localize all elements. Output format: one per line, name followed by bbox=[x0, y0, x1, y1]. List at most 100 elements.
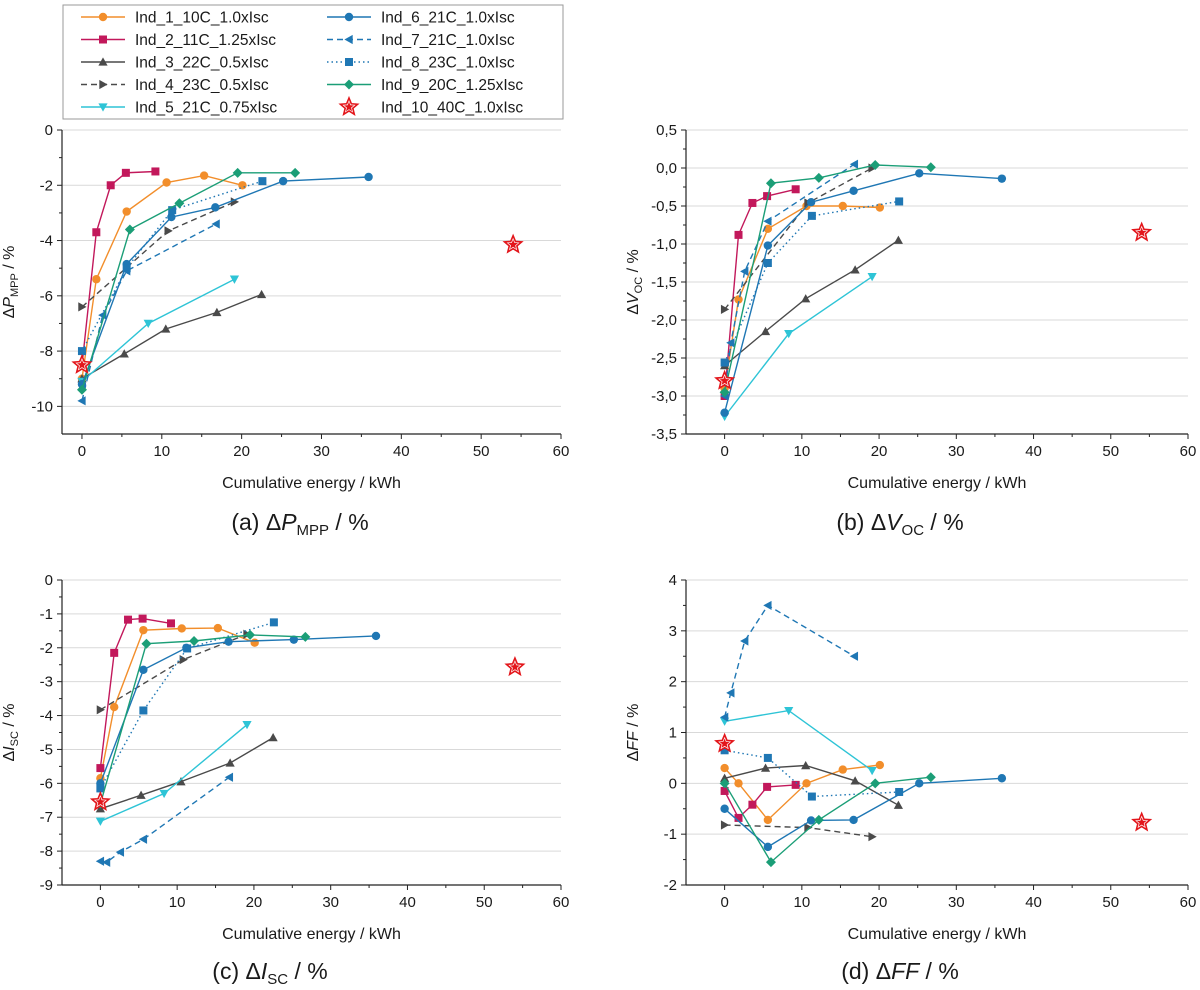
data-point-ind5 bbox=[867, 766, 877, 776]
data-point-ind9 bbox=[124, 224, 135, 235]
legend-marker-ind1 bbox=[98, 12, 108, 22]
data-point-ind1 bbox=[162, 178, 171, 187]
data-point-ind8 bbox=[763, 259, 772, 267]
x-tick-label: 20 bbox=[246, 894, 263, 911]
legend-marker-ind10 bbox=[338, 95, 360, 116]
data-point-ind8 bbox=[807, 211, 816, 220]
x-tick-label: 40 bbox=[1025, 443, 1042, 460]
series-ind4 bbox=[78, 197, 240, 312]
series-ind8 bbox=[720, 197, 904, 367]
x-tick-label: 10 bbox=[153, 443, 170, 460]
data-point-ind2 bbox=[96, 764, 105, 773]
series-line-ind6 bbox=[723, 172, 1002, 413]
legend-entry-ind8: Ind_8_23C_1.0xIsc bbox=[327, 55, 515, 72]
data-point-ind4 bbox=[868, 832, 877, 842]
y-tick-label: 0 bbox=[45, 572, 53, 589]
data-point-ind1 bbox=[720, 763, 729, 773]
data-point-ind10 bbox=[1131, 221, 1153, 242]
series-line-ind1 bbox=[81, 174, 243, 379]
data-point-ind3 bbox=[801, 760, 811, 770]
legend-marker-ind6 bbox=[344, 12, 354, 22]
data-point-ind3 bbox=[119, 349, 129, 358]
legend-entry-ind3: Ind_3_22C_0.5xIsc bbox=[81, 55, 269, 72]
data-point-ind4 bbox=[179, 655, 188, 665]
y-axis-label: ΔFF / % bbox=[625, 704, 642, 762]
data-point-ind8 bbox=[763, 753, 772, 762]
data-point-ind7 bbox=[849, 651, 859, 661]
data-point-ind3 bbox=[893, 800, 903, 809]
data-point-ind7 bbox=[720, 712, 729, 722]
data-point-ind3 bbox=[893, 235, 903, 244]
data-point-ind6 bbox=[763, 842, 773, 852]
series-line-ind5 bbox=[724, 709, 873, 772]
legend-entry-ind4: Ind_4_23C_0.5xIsc bbox=[81, 77, 269, 94]
x-tick-label: 0 bbox=[720, 894, 728, 911]
y-tick-label: -3,0 bbox=[651, 388, 677, 405]
data-point-ind3 bbox=[760, 326, 771, 336]
data-point-ind2 bbox=[92, 228, 101, 237]
data-point-ind4 bbox=[164, 226, 173, 236]
data-point-ind6 bbox=[224, 637, 233, 646]
series-ind2 bbox=[720, 780, 800, 822]
x-tick-label: 60 bbox=[553, 894, 570, 911]
data-point-ind6 bbox=[763, 241, 773, 250]
x-tick-label: 40 bbox=[1025, 894, 1042, 911]
series-ind3 bbox=[77, 289, 267, 383]
x-axis-label: Cumulative energy / kWh bbox=[848, 475, 1027, 492]
data-point-ind2 bbox=[720, 786, 729, 795]
series-line-ind9 bbox=[99, 634, 306, 804]
data-point-ind2 bbox=[748, 800, 757, 809]
legend-marker-ind7 bbox=[344, 34, 353, 45]
data-point-ind10 bbox=[71, 353, 93, 374]
y-tick-label: 4 bbox=[669, 572, 677, 589]
data-point-ind6 bbox=[849, 186, 858, 195]
data-point-ind2 bbox=[151, 167, 160, 176]
x-tick-label: 50 bbox=[473, 443, 490, 460]
series-ind4 bbox=[720, 820, 877, 842]
data-point-ind8 bbox=[122, 264, 131, 273]
data-point-ind1 bbox=[177, 624, 186, 633]
data-point-ind7 bbox=[726, 688, 735, 698]
data-point-ind8 bbox=[895, 787, 904, 796]
y-axis-label: ΔPMPP / % bbox=[1, 246, 21, 319]
legend-entry-ind10: Ind_10_40C_1.0xIsc bbox=[338, 95, 523, 117]
data-point-ind5 bbox=[229, 275, 240, 284]
data-point-ind1 bbox=[250, 638, 259, 647]
series-line-ind1 bbox=[724, 764, 880, 821]
y-tick-label: -0,5 bbox=[651, 198, 677, 215]
series-ind8 bbox=[96, 618, 278, 793]
data-point-ind6 bbox=[139, 665, 148, 675]
data-point-ind9 bbox=[765, 857, 776, 868]
series-line-ind7 bbox=[81, 223, 217, 401]
data-point-ind10 bbox=[504, 655, 526, 677]
legend-marker-ind2 bbox=[99, 35, 107, 44]
legend-label-ind5: Ind_5_21C_0.75xIsc bbox=[135, 100, 277, 117]
data-point-ind2 bbox=[124, 615, 133, 624]
data-point-ind4 bbox=[78, 302, 87, 312]
data-point-ind1 bbox=[734, 779, 743, 788]
series-ind3 bbox=[95, 732, 278, 813]
data-point-ind8 bbox=[96, 784, 105, 793]
data-point-ind6 bbox=[278, 176, 288, 186]
x-tick-label: 30 bbox=[948, 443, 965, 460]
x-tick-label: 20 bbox=[871, 894, 888, 911]
x-tick-label: 30 bbox=[322, 894, 339, 911]
legend-entry-ind2: Ind_2_11C_1.25xIsc bbox=[81, 32, 276, 49]
data-point-ind10 bbox=[1131, 811, 1153, 832]
data-point-ind6 bbox=[720, 804, 729, 813]
data-point-ind1 bbox=[199, 171, 209, 180]
data-point-ind6 bbox=[364, 172, 373, 182]
x-tick-label: 60 bbox=[1180, 894, 1197, 911]
series-line-ind5 bbox=[81, 278, 235, 383]
series-line-ind2 bbox=[99, 617, 172, 769]
series-ind2 bbox=[96, 614, 176, 773]
series-line-ind8 bbox=[724, 749, 900, 798]
data-point-ind9 bbox=[870, 159, 881, 170]
legend-label-ind9: Ind_9_20C_1.25xIsc bbox=[381, 77, 523, 94]
y-tick-label: -2,5 bbox=[651, 350, 677, 367]
data-point-ind3 bbox=[176, 777, 186, 786]
y-tick-label: -1 bbox=[664, 826, 677, 843]
legend-label-ind1: Ind_1_10C_1.0xIsc bbox=[135, 10, 269, 27]
data-point-ind8 bbox=[720, 358, 729, 367]
